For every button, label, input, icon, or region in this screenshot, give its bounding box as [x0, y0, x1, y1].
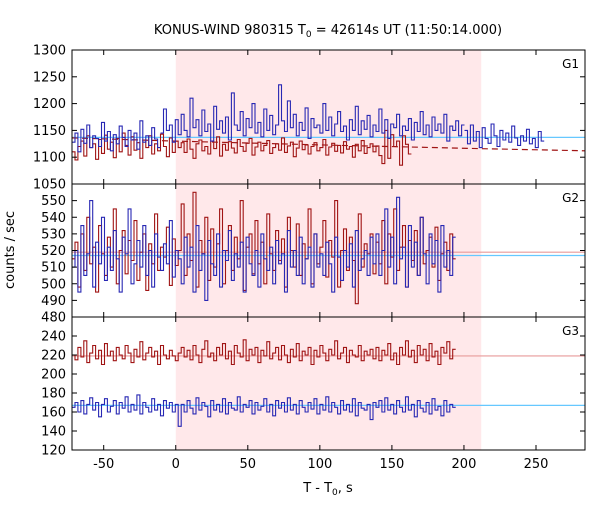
series-blue-main	[160, 84, 465, 143]
x-tick-label: 200	[452, 457, 477, 472]
y-tick-label: 160	[41, 406, 66, 421]
x-tick-label: 0	[172, 457, 180, 472]
y-tick-label: 500	[41, 277, 66, 292]
series-blue	[72, 196, 456, 301]
x-tick-label: -50	[93, 457, 114, 472]
x-tick-label: 250	[524, 457, 549, 472]
y-tick-label: 550	[41, 194, 66, 209]
y-tick-label: 200	[41, 368, 66, 383]
y-tick-label: 520	[41, 244, 66, 259]
y-tick-label: 540	[41, 211, 66, 226]
dashed-trend-red	[72, 137, 585, 152]
panel-label: G1	[562, 57, 579, 71]
y-tick-label: 530	[41, 227, 66, 242]
y-tick-label: 1150	[33, 124, 66, 139]
y-tick-label: 1250	[33, 70, 66, 85]
y-tick-label: 240	[41, 330, 66, 345]
shaded-interval	[175, 317, 482, 450]
y-tick-label: 180	[41, 387, 66, 402]
y-tick-label: 1200	[33, 97, 66, 112]
x-tick-label: 100	[307, 457, 332, 472]
y-tick-label: 1300	[33, 44, 66, 59]
y-tick-label: 120	[41, 444, 66, 459]
y-tick-label: 480	[41, 311, 66, 326]
panel-label: G2	[562, 191, 579, 205]
x-tick-label: 50	[240, 457, 257, 472]
series-blue-tail	[464, 123, 545, 149]
plot-area: 105011001150120012501300G148049050051052…	[33, 44, 586, 472]
y-tick-label: 1050	[33, 178, 66, 193]
series-blue-pre	[72, 120, 161, 153]
panel-g2	[72, 184, 585, 317]
x-tick-label: 150	[379, 457, 404, 472]
chart-title: KONUS-WIND 980315 T0 = 42614s UT (11:50:…	[154, 23, 502, 40]
panel-frame	[71, 316, 586, 451]
y-tick-label: 510	[41, 261, 66, 276]
panel-g3	[72, 317, 585, 450]
series-red	[72, 339, 456, 366]
y-tick-label: 490	[41, 294, 66, 309]
x-axis-label: T - T0, s	[302, 481, 353, 498]
y-tick-label: 220	[41, 349, 66, 364]
panel-g1	[72, 50, 585, 184]
y-axis-label: counts / sec	[3, 211, 18, 289]
y-tick-label: 1100	[33, 151, 66, 166]
panel-label: G3	[562, 324, 579, 338]
y-tick-label: 140	[41, 425, 66, 440]
series-blue	[72, 394, 456, 427]
series-red	[72, 129, 412, 166]
